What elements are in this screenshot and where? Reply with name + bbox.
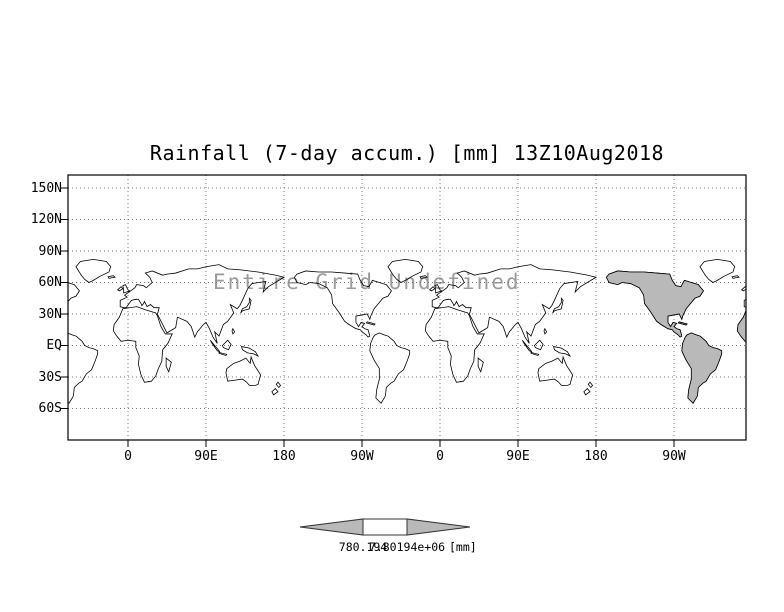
x-tick-label: 90W [662,449,686,464]
gridlines [68,175,746,440]
plot-title: Rainfall (7-day accum.) [mm] 13Z10Aug201… [149,141,665,165]
x-tick-label: 90E [506,449,530,464]
x-tick-label: 90E [194,449,218,464]
y-tick-label: 120N [30,212,62,227]
y-tick-label: 30N [38,307,62,322]
y-tick-label: 60N [38,275,62,290]
world-map [0,259,746,404]
x-tick-label: 180 [584,449,608,464]
x-tick-label: 90W [350,449,374,464]
y-tick-label: 60S [38,401,62,416]
x-tick-label: 0 [124,449,132,464]
plot-frame [67,174,747,441]
world-map-copy-2 [294,259,596,403]
y-tick-label: EQ [46,338,62,353]
x-tick-label: 180 [272,449,296,464]
axis-tick-marks [61,187,675,447]
colorbar-value-label: 780.194 [338,540,388,554]
y-tick-label: 150N [30,181,62,196]
colorbar-left-arrow-icon [299,518,364,536]
x-tick-label: 0 [436,449,444,464]
y-tick-label: 30S [38,370,62,385]
colorbar-right-arrow-icon [406,518,471,536]
colorbar [299,518,471,536]
y-tick-label: 90N [38,244,62,259]
colorbar-unit-label: [mm] [449,540,477,554]
colorbar-middle-cell [362,518,408,536]
colorbar-value-label: 7.80194e+06 [368,540,446,554]
gray-shaded-landmasses [605,270,746,404]
